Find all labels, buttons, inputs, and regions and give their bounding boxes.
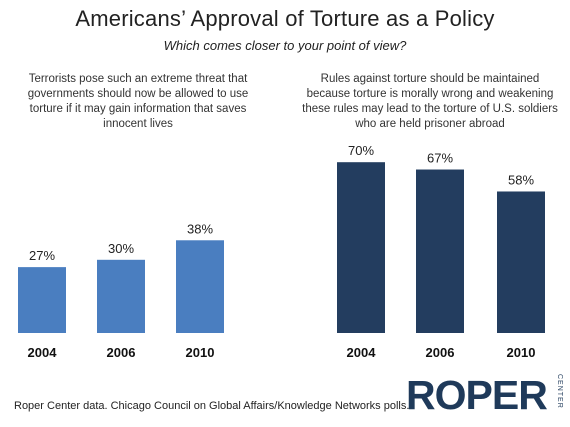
right-value-label-2006: 67% bbox=[427, 151, 453, 166]
right-bar-chart: 70% 2004 67% 2006 58% 2010 bbox=[337, 143, 545, 360]
left-value-label-2006: 30% bbox=[108, 241, 134, 256]
left-category-label-2006: 2006 bbox=[107, 345, 136, 360]
chart-subtitle: Which comes closer to your point of view… bbox=[163, 38, 407, 53]
left-question-text: Terrorists pose such an extreme threat t… bbox=[27, 73, 249, 130]
right-bar-2010 bbox=[497, 191, 545, 333]
left-bar-2004 bbox=[18, 267, 66, 333]
left-bar-2006 bbox=[97, 259, 145, 333]
chart-title: Americans’ Approval of Torture as a Poli… bbox=[75, 6, 495, 31]
source-note: Roper Center data. Chicago Council on Gl… bbox=[14, 400, 410, 412]
left-bar-2010 bbox=[176, 240, 224, 333]
right-value-label-2010: 58% bbox=[508, 172, 534, 187]
right-question-text: Rules against torture should be maintain… bbox=[302, 73, 558, 130]
right-category-label-2006: 2006 bbox=[426, 345, 455, 360]
roper-logo: ROPER bbox=[406, 372, 548, 418]
left-category-label-2010: 2010 bbox=[186, 345, 215, 360]
right-category-label-2004: 2004 bbox=[347, 345, 377, 360]
right-bar-2006 bbox=[416, 169, 464, 333]
left-value-label-2010: 38% bbox=[187, 221, 213, 236]
left-category-label-2004: 2004 bbox=[28, 345, 58, 360]
right-value-label-2004: 70% bbox=[348, 143, 374, 158]
right-category-label-2010: 2010 bbox=[507, 345, 536, 360]
roper-logo-center: CENTER bbox=[556, 374, 563, 409]
left-bar-chart: 27% 2004 30% 2006 38% 2010 bbox=[18, 221, 224, 360]
right-bar-2004 bbox=[337, 162, 385, 333]
left-value-label-2004: 27% bbox=[29, 248, 55, 263]
